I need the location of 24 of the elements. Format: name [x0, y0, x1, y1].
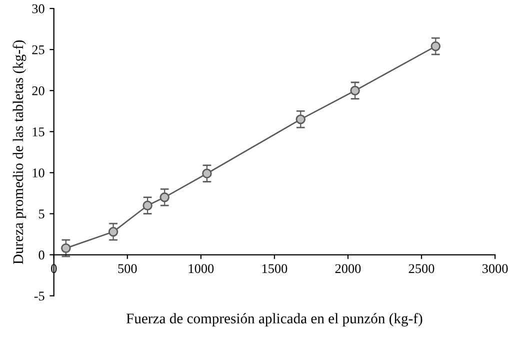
y-tick-label: 15 — [32, 127, 44, 136]
point — [108, 226, 118, 237]
point — [160, 192, 170, 202]
y-tick-label: 25 — [32, 45, 44, 54]
y-axis-title: Dureza promedio de las tabletas (kg-f) — [12, 40, 26, 264]
point — [61, 243, 71, 254]
y-tick-label: 0 — [38, 250, 44, 260]
x-tick-label: 2500 — [408, 264, 434, 274]
x-tick-label: 1000 — [188, 264, 214, 274]
x-axis-title: Fuerza de compresión aplicada en el punzón (kg-f) — [126, 313, 422, 326]
point — [350, 86, 360, 96]
y-tick-label: -5 — [34, 292, 44, 301]
y-tick-label: 30 — [32, 4, 44, 14]
point — [202, 168, 212, 178]
x-tick-label: 500 — [118, 264, 137, 274]
y-tick-label: 10 — [32, 168, 44, 178]
x-tick-label: 1500 — [262, 264, 288, 274]
point — [430, 41, 440, 52]
y-tick-label: 5 — [39, 210, 44, 218]
x-tick-label: 3000 — [482, 264, 508, 274]
point — [142, 200, 152, 210]
x-tick-label: 2000 — [335, 264, 361, 274]
point — [296, 114, 306, 124]
y-tick-label: 20 — [32, 86, 44, 96]
